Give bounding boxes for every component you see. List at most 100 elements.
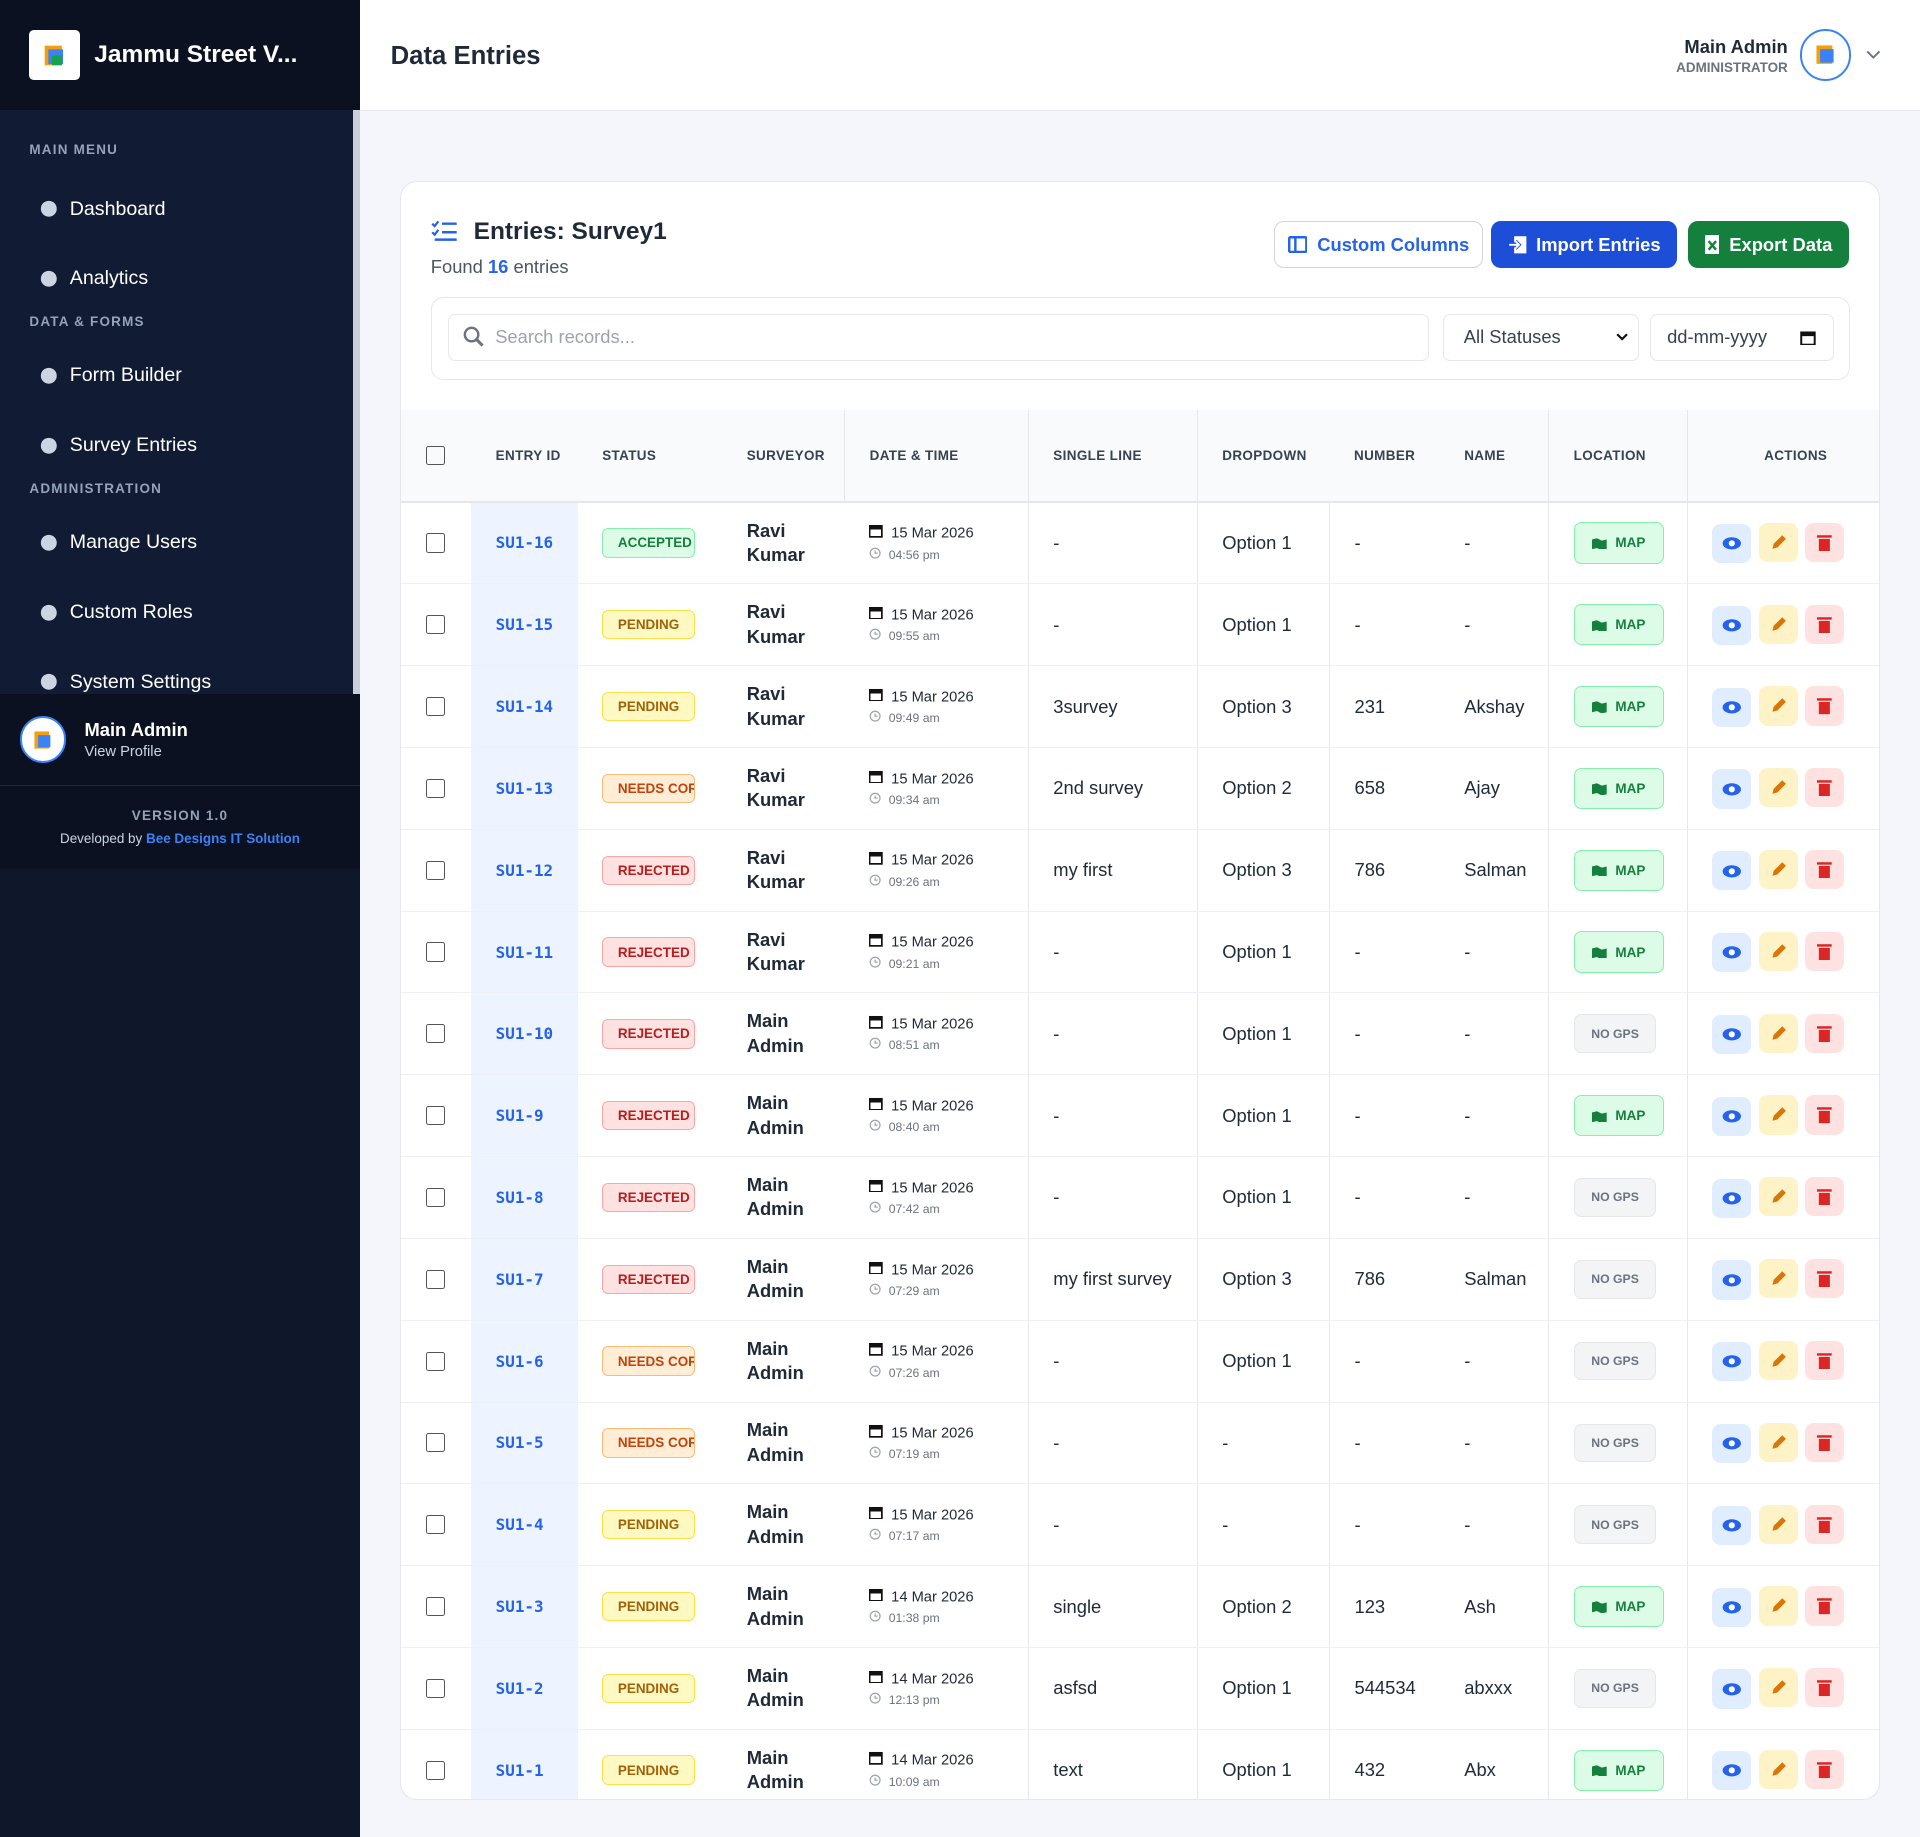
view-button[interactable] <box>1712 1178 1752 1218</box>
location-badge[interactable]: NO GPS <box>1573 1668 1657 1708</box>
location-badge[interactable]: MAP <box>1573 522 1664 564</box>
checkbox[interactable] <box>425 942 446 962</box>
view-button[interactable] <box>1712 1669 1752 1709</box>
delete-button[interactable] <box>1805 1504 1845 1544</box>
entry-id[interactable]: SU1-7 <box>471 1238 578 1321</box>
checkbox[interactable] <box>425 1515 446 1535</box>
checkbox[interactable] <box>425 778 446 798</box>
view-button[interactable] <box>1712 769 1752 809</box>
entry-id[interactable]: SU1-5 <box>471 1402 578 1485</box>
status-badge[interactable]: REJECTED <box>602 1100 696 1131</box>
location-badge[interactable]: MAP <box>1573 931 1664 973</box>
status-badge[interactable]: PENDING <box>602 1673 696 1704</box>
developer[interactable]: Bee Designs IT Solution <box>146 831 300 847</box>
entry-id[interactable]: SU1-8 <box>471 1156 578 1239</box>
edit-button[interactable] <box>1758 1013 1798 1053</box>
location-badge[interactable]: MAP <box>1573 767 1664 809</box>
edit-button[interactable] <box>1758 1749 1798 1790</box>
delete-button[interactable] <box>1805 604 1845 644</box>
location-badge[interactable]: NO GPS <box>1573 1259 1657 1299</box>
user-avatar[interactable] <box>1800 29 1852 81</box>
checkbox[interactable] <box>425 1187 446 1208</box>
edit-button[interactable] <box>1758 522 1798 562</box>
delete-button[interactable] <box>1805 1749 1845 1790</box>
status-badge[interactable]: ACCEPTED <box>602 528 696 558</box>
location-badge[interactable]: NO GPS <box>1573 1423 1657 1463</box>
status-badge[interactable]: REJECTED <box>602 937 696 967</box>
checkbox[interactable] <box>425 697 446 717</box>
status-select[interactable]: All Statuses <box>1443 314 1640 361</box>
status-badge[interactable]: PENDING <box>602 1755 696 1785</box>
checkbox[interactable] <box>425 1269 446 1289</box>
dropdown-caret[interactable] <box>1866 49 1881 61</box>
edit-button[interactable] <box>1758 931 1798 972</box>
location-badge[interactable]: NO GPS <box>1573 1178 1657 1217</box>
delete-button[interactable] <box>1805 522 1845 562</box>
nav-item[interactable]: Survey Entries <box>0 411 360 481</box>
entry-id[interactable]: SU1-16 <box>471 501 578 585</box>
nav-item[interactable]: System Settings <box>0 647 360 694</box>
edit-button[interactable] <box>1758 1177 1798 1217</box>
location-badge[interactable]: NO GPS <box>1573 1014 1657 1054</box>
status-badge[interactable]: PENDING <box>602 691 696 722</box>
status-badge[interactable]: NEEDS CORRECTION <box>602 1428 696 1458</box>
delete-button[interactable] <box>1805 931 1845 972</box>
checkbox[interactable] <box>425 1433 446 1453</box>
profile-link[interactable]: View Profile <box>84 744 162 761</box>
entry-id[interactable]: SU1-1 <box>471 1729 578 1799</box>
delete-button[interactable] <box>1805 1095 1845 1135</box>
nav-item[interactable]: Dashboard <box>0 174 360 244</box>
checkbox[interactable] <box>425 860 446 880</box>
delete-button[interactable] <box>1805 1586 1845 1626</box>
entry-id[interactable]: SU1-4 <box>471 1483 578 1567</box>
status-badge[interactable]: REJECTED <box>602 1182 696 1213</box>
entry-id[interactable]: SU1-3 <box>471 1565 578 1648</box>
entry-id[interactable]: SU1-10 <box>471 992 578 1076</box>
import-button[interactable]: Import Entries <box>1491 221 1678 268</box>
edit-button[interactable] <box>1758 850 1798 890</box>
edit-button[interactable] <box>1758 1422 1798 1462</box>
status-badge[interactable]: PENDING <box>602 1510 696 1540</box>
entry-id[interactable]: SU1-2 <box>471 1647 578 1730</box>
entry-id[interactable]: SU1-6 <box>471 1320 578 1403</box>
status-badge[interactable]: REJECTED <box>602 855 696 885</box>
view-button[interactable] <box>1712 605 1752 645</box>
delete-button[interactable] <box>1805 1177 1845 1217</box>
entry-id[interactable]: SU1-13 <box>471 747 578 830</box>
edit-button[interactable] <box>1758 1668 1798 1708</box>
view-button[interactable] <box>1712 1260 1752 1300</box>
delete-button[interactable] <box>1805 768 1845 808</box>
location-badge[interactable]: MAP <box>1573 1585 1664 1628</box>
status-badge[interactable]: NEEDS CORRECTION <box>602 1346 696 1376</box>
checkbox[interactable] <box>425 1106 446 1126</box>
location-badge[interactable]: MAP <box>1573 849 1664 891</box>
edit-button[interactable] <box>1758 1340 1798 1381</box>
location-badge[interactable]: MAP <box>1573 604 1664 646</box>
location-badge[interactable]: MAP <box>1573 1749 1664 1791</box>
view-button[interactable] <box>1712 1751 1752 1791</box>
entry-id[interactable]: SU1-12 <box>471 829 578 912</box>
view-button[interactable] <box>1712 1423 1752 1464</box>
delete-button[interactable] <box>1805 1668 1845 1708</box>
custom-columns-button[interactable]: Custom Columns <box>1274 221 1483 268</box>
checkbox[interactable] <box>425 533 446 553</box>
delete-button[interactable] <box>1805 686 1845 726</box>
edit-button[interactable] <box>1758 768 1798 808</box>
delete-button[interactable] <box>1805 850 1845 890</box>
entry-id[interactable]: SU1-11 <box>471 911 578 994</box>
edit-button[interactable] <box>1758 1259 1798 1299</box>
view-button[interactable] <box>1712 1014 1752 1055</box>
view-button[interactable] <box>1712 933 1752 973</box>
status-badge[interactable]: PENDING <box>602 610 696 640</box>
search-input[interactable]: Search records... <box>447 314 1429 361</box>
nav-item[interactable]: Analytics <box>0 244 360 314</box>
entry-id[interactable]: SU1-14 <box>471 665 578 749</box>
view-button[interactable] <box>1712 851 1752 891</box>
location-badge[interactable]: MAP <box>1573 1095 1664 1137</box>
export-button[interactable]: Export Data <box>1688 221 1849 268</box>
status-badge[interactable]: NEEDS CORRECTION <box>602 773 696 804</box>
delete-button[interactable] <box>1805 1340 1845 1381</box>
checkbox[interactable] <box>425 1596 446 1617</box>
view-button[interactable] <box>1712 524 1752 564</box>
edit-button[interactable] <box>1758 1095 1798 1135</box>
